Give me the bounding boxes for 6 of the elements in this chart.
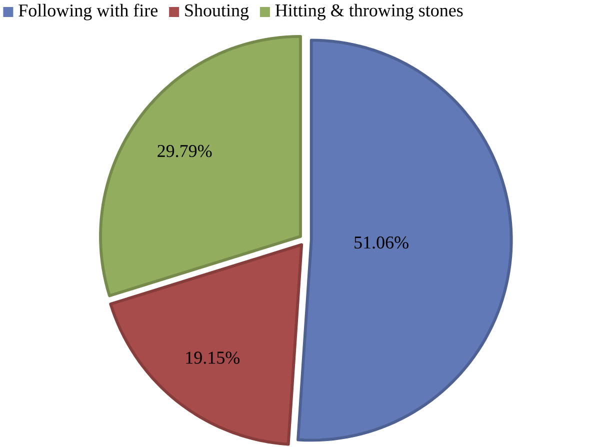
legend-label: Shouting [185, 4, 249, 20]
data-label: 51.06% [354, 236, 408, 249]
data-label: 19.15% [186, 352, 240, 364]
data-label: 29.79% [158, 144, 212, 158]
legend-label: Following with fire [18, 4, 158, 20]
legend-label: Hitting & throwing stones [275, 4, 463, 20]
